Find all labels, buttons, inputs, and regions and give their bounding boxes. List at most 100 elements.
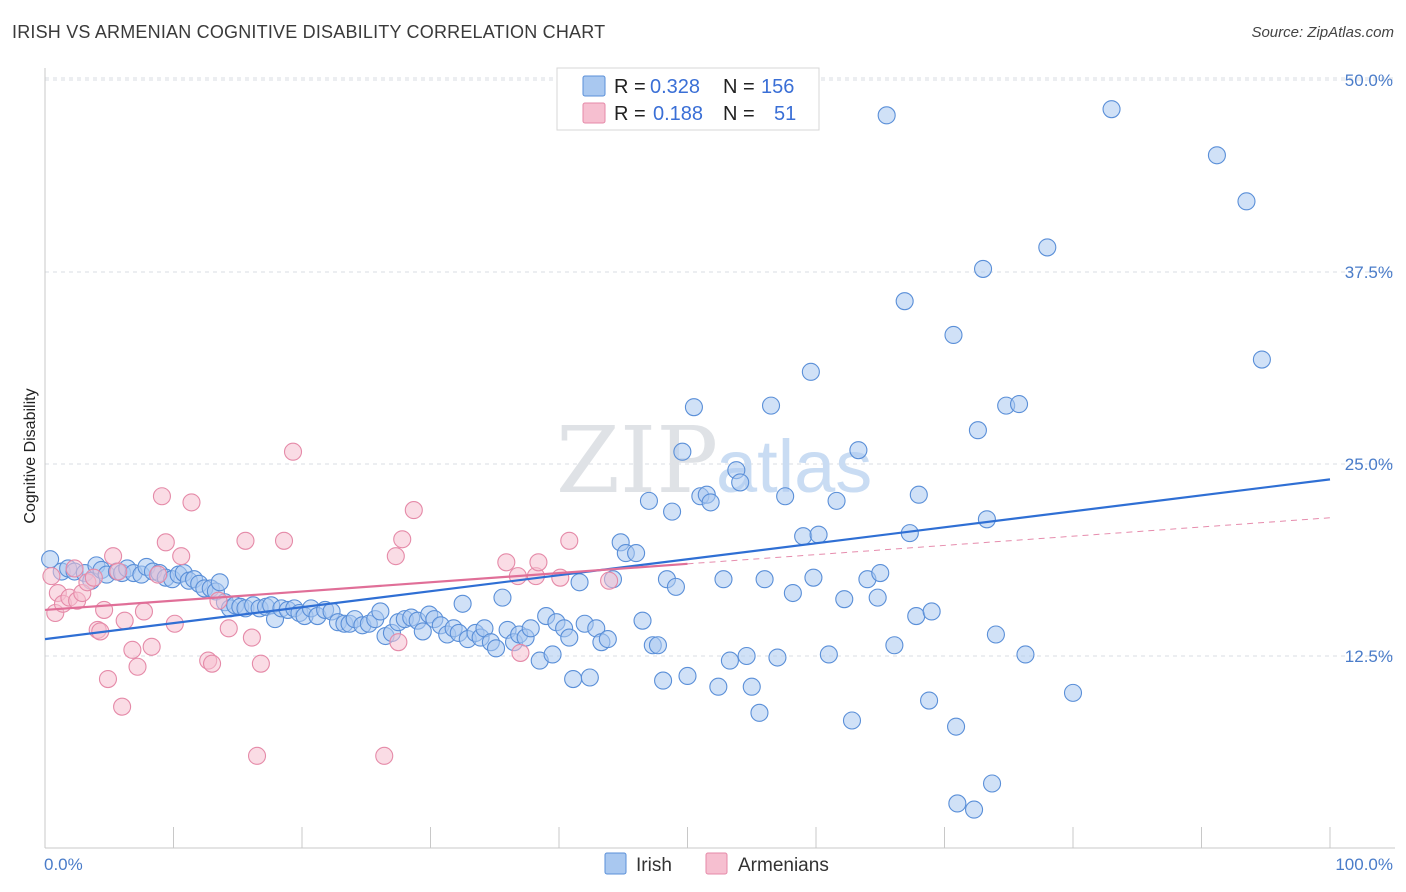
armenian-point [128, 657, 147, 676]
armenian-point [109, 562, 128, 581]
bottom-legend-irish: Irish [636, 855, 672, 876]
irish-point [947, 717, 966, 736]
irish-point [564, 669, 583, 689]
armenian-trend-line [44, 562, 688, 612]
armenian-point [115, 611, 134, 630]
armenian-point [134, 602, 153, 621]
irish-point [895, 292, 914, 311]
legend-box: R = 0.328 N = 156 R = 0.188 N = 51 [556, 67, 820, 131]
irish-point [720, 651, 739, 670]
bottom-legend: Irish Armenians [604, 852, 829, 876]
bottom-legend-swatch-irish [604, 852, 627, 875]
irish-point [714, 570, 733, 589]
irish-point [982, 774, 1002, 793]
irish-point [737, 646, 756, 666]
irish-point [1009, 395, 1029, 414]
irish-point [794, 527, 813, 546]
irish-point [639, 491, 659, 510]
irish-point [663, 502, 682, 521]
irish-point [742, 677, 761, 696]
irish-point [1038, 238, 1057, 257]
source-label: Source: ZipAtlas.com [1251, 24, 1394, 41]
watermark-zip: ZIP [556, 407, 718, 514]
irish-point [986, 625, 1005, 644]
irish-point [598, 630, 617, 649]
legend-n-value-armenians: 51 [774, 103, 796, 125]
irish-point [768, 648, 787, 667]
armenian-point [274, 531, 294, 550]
y-axis-title: Cognitive Disability [22, 388, 39, 523]
irish-point [885, 636, 904, 655]
irish-point [801, 362, 820, 381]
legend-r-label-armenians: R = [614, 103, 646, 125]
armenian-point [42, 567, 61, 586]
armenian-point [497, 553, 516, 572]
irish-point [521, 619, 540, 638]
irish-point [210, 573, 229, 592]
irish-point [871, 564, 890, 583]
irish-point [493, 588, 512, 607]
irish-point [731, 473, 750, 492]
irish-point [666, 577, 685, 596]
bottom-legend-armenians: Armenians [738, 855, 829, 876]
irish-point [1237, 192, 1256, 211]
irish-point [944, 325, 963, 345]
irish-point [842, 711, 862, 730]
armenian-point [172, 547, 191, 566]
armenian-point [113, 697, 132, 716]
irish-point [486, 639, 506, 658]
irish-point [543, 645, 562, 664]
legend-r-value-irish: 0.328 [650, 76, 700, 98]
irish-point [413, 622, 432, 641]
irish-point [809, 525, 828, 544]
irish-point [371, 602, 390, 621]
watermark: ZIP atlas [556, 407, 872, 514]
armenian-point [560, 531, 579, 550]
irish-point [968, 421, 987, 440]
armenian-point [219, 619, 238, 638]
irish-point [755, 570, 774, 589]
armenian-point [251, 654, 270, 673]
irish-point [868, 588, 887, 607]
armenian-point [84, 568, 103, 587]
irish-point [750, 703, 769, 722]
irish-point [776, 487, 795, 506]
armenian-point [386, 547, 405, 566]
irish-point [977, 510, 996, 529]
armenian-point [600, 571, 619, 590]
irish-point [633, 611, 652, 630]
irish-point [560, 628, 579, 647]
armenian-point [247, 746, 267, 765]
irish-trend-line [44, 478, 1331, 641]
irish-point [877, 106, 896, 125]
legend-r-label-irish: R = [614, 76, 646, 98]
armenian-point [98, 669, 118, 689]
grid-lines [45, 77, 1395, 657]
irish-points [41, 100, 1271, 819]
armenian-point [182, 493, 201, 512]
irish-point [1016, 645, 1035, 664]
legend-swatch-irish [582, 75, 606, 97]
armenian-point [203, 654, 222, 673]
irish-point [973, 259, 993, 278]
armenian-point [236, 531, 255, 550]
irish-point [907, 607, 926, 626]
irish-point [948, 794, 967, 813]
irish-point [701, 493, 720, 512]
irish-point [673, 442, 692, 461]
irish-point [1207, 146, 1226, 165]
irish-point [648, 636, 667, 655]
trend-lines [44, 478, 1331, 641]
irish-point [849, 441, 868, 460]
irish-point [804, 568, 823, 587]
armenian-point [156, 533, 175, 552]
irish-point [827, 491, 846, 510]
irish-point [783, 583, 802, 603]
armenian-point [389, 633, 408, 652]
bottom-legend-swatch-armenians [705, 852, 728, 875]
armenian-point [242, 628, 261, 647]
legend-n-label-irish: N = [723, 76, 755, 98]
x-tick-label-max: 100.0% [1335, 855, 1393, 874]
legend-n-value-irish: 156 [761, 76, 794, 98]
